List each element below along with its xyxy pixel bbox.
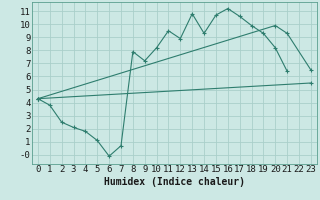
X-axis label: Humidex (Indice chaleur): Humidex (Indice chaleur) [104, 177, 245, 187]
